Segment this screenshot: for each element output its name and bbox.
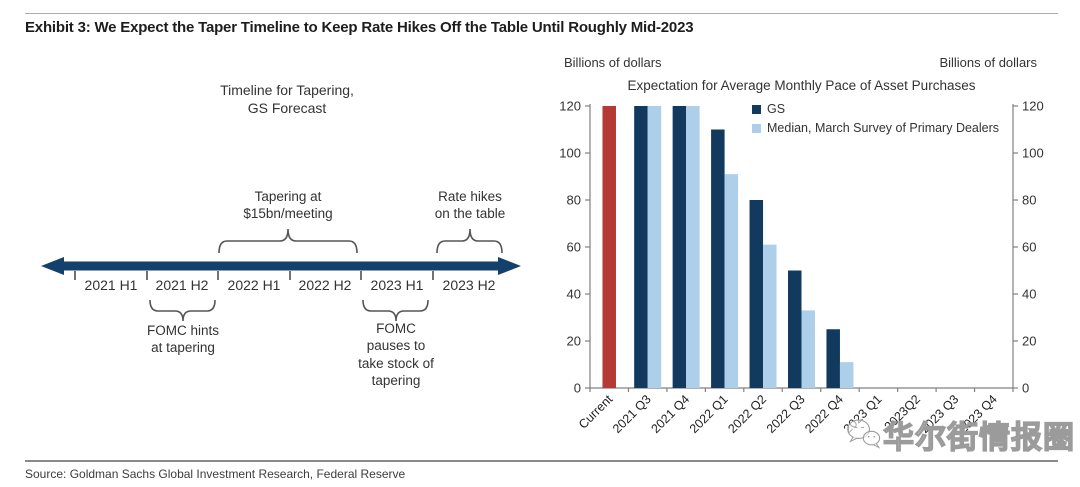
legend: GS Median, March Survey of Primary Dealer… [752,102,999,140]
wechat-bubbles-icon [847,419,881,449]
x-category-label: 2021 Q3 [610,392,654,436]
bar [602,106,616,388]
y-tick-label: 20 [567,334,581,349]
watermark: 华尔街情报圈 [845,402,1075,466]
x-category-label: 2021 Q4 [648,392,692,436]
arrow-left-head-icon [41,257,64,275]
bar [749,200,764,388]
timeline-heading: Timeline for Tapering, GS Forecast [220,82,354,116]
timeline-segment-label: 2023 H1 [370,277,424,293]
bar [724,174,739,388]
brace-fomc-hints [149,299,216,322]
legend-label: Median, March Survey of Primary Dealers [767,121,1000,135]
brace-fomc-pauses [362,299,429,322]
bar [826,329,840,388]
x-category-label: 2022 Q2 [725,392,769,436]
annotation-tapering: Tapering at $15bn/meeting [243,189,333,222]
y-tick-label: 100 [559,146,581,161]
axis-unit-left: Billions of dollars [564,55,662,70]
y-tick-label: 40 [567,287,581,302]
bar [801,310,815,388]
bar [711,129,725,388]
watermark-text: 华尔街情报圈 [882,419,1075,455]
annotation-fomc-pauses: FOMC pauses to take stock of tapering [358,321,434,388]
timeline-graphic [41,228,521,322]
bar [839,362,854,388]
bar [686,106,700,388]
annotation-rate-hikes: Rate hikes on the table [434,189,506,222]
y-tick-label: 0 [574,381,581,396]
bar [672,106,687,388]
bar [634,106,648,388]
legend-item: GS [752,102,999,116]
y-tick-label: 120 [1022,99,1044,114]
bottom-rule [25,460,1058,462]
legend-label: GS [767,102,786,116]
bar [763,244,777,388]
timeline-segment-label: 2023 H2 [442,277,496,293]
annotation-fomc-hints: FOMC hints at tapering [146,323,219,356]
source-note: Source: Goldman Sachs Global Investment … [25,467,406,481]
chart-title: Expectation for Average Monthly Pace of … [628,78,976,93]
brace-rate-hikes [436,228,503,254]
bar [788,270,802,388]
axis-unit-right: Billions of dollars [939,55,1037,70]
timeline-segment-label: 2022 H1 [227,277,281,293]
y-tick-label: 100 [1022,146,1044,161]
brace-tapering [218,228,358,254]
x-category-label: 2022 Q1 [687,392,731,436]
top-rule [25,13,1058,14]
y-tick-label: 120 [559,99,581,114]
x-category-label: 2022 Q3 [764,392,808,436]
y-tick-label: 60 [1022,240,1036,255]
y-tick-label: 80 [1022,193,1036,208]
timeline-segment-label: 2021 H1 [84,277,138,293]
legend-item: Median, March Survey of Primary Dealers [752,121,999,135]
y-tick-label: 40 [1022,287,1036,302]
y-tick-label: 60 [567,240,581,255]
y-tick-label: 80 [567,193,581,208]
bar [647,106,662,388]
y-tick-label: 0 [1022,381,1029,396]
bar-chart-panel: Billions of dollars Billions of dollars … [540,50,1080,450]
y-tick-label: 20 [1022,334,1036,349]
legend-swatch-icon [752,123,761,133]
arrow-right-head-icon [498,257,521,275]
timeline-ticks [74,271,434,280]
legend-swatch-icon [752,104,761,114]
page-title: Exhibit 3: We Expect the Taper Timeline … [25,19,694,36]
x-category-label: 2022 Q4 [802,392,846,436]
timeline-segment-label: 2021 H2 [155,277,209,293]
timeline-segment-label: 2022 H2 [298,277,352,293]
